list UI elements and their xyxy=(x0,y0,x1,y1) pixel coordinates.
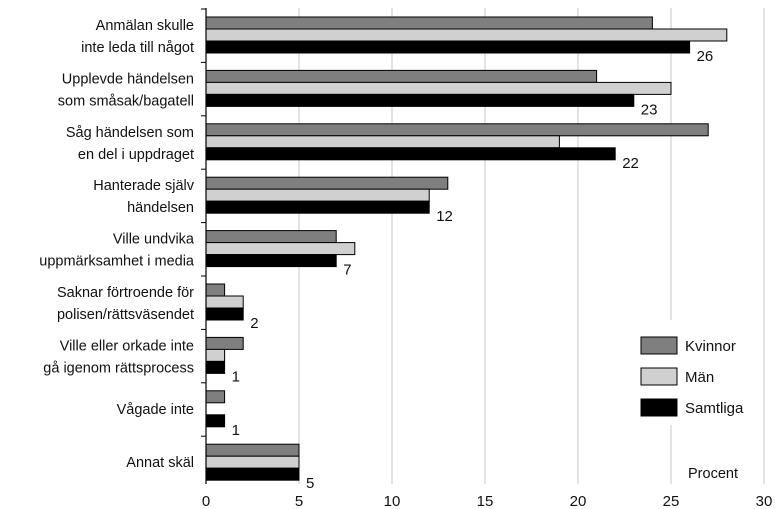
bar xyxy=(205,336,244,350)
category-label-line: Anmälan skulle xyxy=(96,18,194,34)
category-label: Ville undvika uppmärksamhet i media xyxy=(39,232,195,270)
bar xyxy=(205,147,616,161)
bar xyxy=(205,176,449,190)
bar xyxy=(205,16,653,30)
data-label: 1 xyxy=(232,368,240,385)
bar xyxy=(205,188,430,202)
legend-label: Män xyxy=(685,369,714,386)
category-label-line: som småsak/bagatell xyxy=(58,93,194,109)
category-label-line: Upplevde händelsen xyxy=(62,71,194,87)
labels-layer: Anmälan skulle inte leda till något 26 Uppl… xyxy=(39,18,713,492)
legend-swatch xyxy=(640,398,678,417)
data-label: 22 xyxy=(622,155,639,172)
category-label-line: Såg händelsen som xyxy=(66,125,194,141)
category-label: Såg händelsen som en del i uppdraget xyxy=(66,125,194,163)
category-label: Vågade inte xyxy=(117,402,194,418)
bar xyxy=(205,28,728,42)
data-label: 7 xyxy=(343,262,351,279)
bar xyxy=(205,69,598,83)
bar xyxy=(205,283,226,297)
x-tick-label: 30 xyxy=(756,493,773,509)
x-tick-label: 10 xyxy=(384,493,401,509)
bar xyxy=(205,81,672,95)
category-label: Hanterade själv händelsen xyxy=(93,178,194,216)
data-label: 5 xyxy=(306,475,314,492)
data-label: 2 xyxy=(250,315,258,332)
category-label-line: Annat skäl xyxy=(126,455,194,471)
bar xyxy=(205,295,244,309)
category-label-line: uppmärksamhet i media xyxy=(39,254,195,270)
legend-label: Kvinnor xyxy=(685,338,736,355)
category-label: Ville eller orkade inte gå igenom rättspr… xyxy=(43,338,194,376)
bar xyxy=(205,200,430,214)
bar xyxy=(205,348,226,362)
category-label: Saknar förtroende för polisen/rättsväsend… xyxy=(57,285,194,323)
category-label-line: Ville eller orkade inte xyxy=(60,338,194,354)
x-tick-label: 25 xyxy=(663,493,680,509)
category-label-line: gå igenom rättsprocess xyxy=(43,360,194,376)
category-label-line: Vågade inte xyxy=(117,402,194,418)
axis-layer: 0 5 10 15 20 25 30 xyxy=(201,8,772,509)
legend: Kvinnor Män Samtliga xyxy=(628,320,758,425)
category-label: Annat skäl xyxy=(126,455,194,471)
category-label-line: polisen/rättsväsendet xyxy=(57,307,194,323)
bar xyxy=(205,230,337,244)
bar xyxy=(205,93,635,107)
bar xyxy=(205,455,300,469)
bar xyxy=(205,135,560,149)
category-label-line: händelsen xyxy=(127,200,194,216)
unit-label: Procent xyxy=(688,466,738,482)
category-label-line: Saknar förtroende för xyxy=(57,285,194,301)
legend-swatch xyxy=(640,336,678,355)
data-label: 23 xyxy=(641,101,658,118)
data-label: 26 xyxy=(697,48,714,65)
bar xyxy=(205,254,337,268)
x-tick-label: 20 xyxy=(570,493,587,509)
bar xyxy=(205,123,709,137)
bar xyxy=(205,467,300,481)
bar xyxy=(205,40,691,54)
bar xyxy=(205,307,244,321)
data-label: 1 xyxy=(232,422,240,439)
data-label: 12 xyxy=(436,208,453,225)
x-tick-label: 15 xyxy=(477,493,494,509)
category-label-line: Hanterade själv xyxy=(93,178,194,194)
x-tick-label: 0 xyxy=(202,493,210,509)
category-label-line: en del i uppdraget xyxy=(78,147,194,163)
bar xyxy=(205,360,226,374)
bar xyxy=(205,443,300,457)
category-label: Anmälan skulle inte leda till något xyxy=(81,18,194,56)
bar xyxy=(205,242,356,256)
bar xyxy=(205,414,226,428)
legend-label: Samtliga xyxy=(685,400,744,417)
legend-swatch xyxy=(640,367,678,386)
bar xyxy=(205,390,226,404)
x-tick-label: 5 xyxy=(295,493,303,509)
category-label-line: inte leda till något xyxy=(81,40,194,56)
category-label: Upplevde händelsen som småsak/bagatell xyxy=(58,71,194,109)
category-label-line: Ville undvika xyxy=(113,232,195,248)
